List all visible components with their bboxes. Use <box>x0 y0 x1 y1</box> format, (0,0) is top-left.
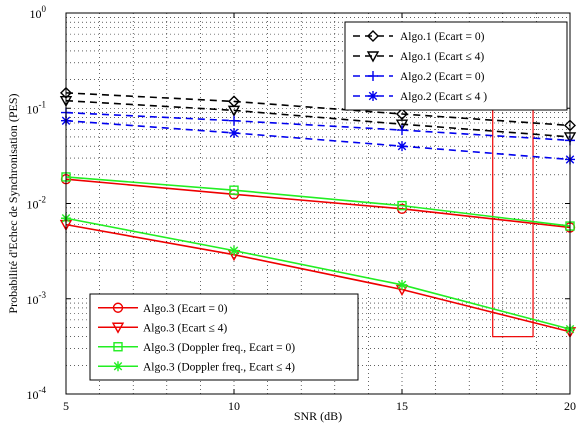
data-point <box>396 108 408 121</box>
data-point <box>397 279 407 290</box>
legend-bottom-left: Algo.3 (Ecart = 0) Algo.3 (Ecart ≤ 4) Algo… <box>89 293 359 381</box>
x-tick-label: 20 <box>564 399 576 413</box>
data-point <box>395 119 409 131</box>
series-line <box>65 92 571 127</box>
legend-label: Algo.2 (Ecart ≤ 4 ) <box>400 91 487 103</box>
y-tick-label: 10-3 <box>27 290 47 307</box>
legend-marker <box>111 322 125 334</box>
series-line <box>65 176 571 227</box>
legend-marker <box>367 30 379 42</box>
y-tick-label: 10-2 <box>27 195 47 212</box>
legend-marker <box>366 51 380 63</box>
legend-label: Algo.1 (Ecart = 0) <box>400 31 485 43</box>
legend-entry: Algo.3 (Doppler freq., Ecart = 0) <box>98 342 295 354</box>
legend-top-right: Algo.1 (Ecart = 0) Algo.1 (Ecart ≤ 4) Algo… <box>344 21 568 111</box>
legend-marker <box>368 71 378 81</box>
series-line <box>65 217 571 330</box>
data-point <box>397 125 407 136</box>
legend-entry: Algo.2 (Ecart = 0) <box>353 71 485 83</box>
series-line <box>65 99 571 138</box>
legend-marker <box>113 342 123 352</box>
legend-marker <box>368 91 378 101</box>
x-tick-label: 15 <box>396 399 408 413</box>
legend-label: Algo.3 (Doppler freq., Ecart ≤ 4) <box>143 361 295 373</box>
legend-entry: Algo.1 (Ecart ≤ 4) <box>353 51 484 63</box>
series-line <box>65 111 571 142</box>
series-8 <box>61 213 575 335</box>
y-tick-label: 10-4 <box>27 385 47 402</box>
data-point <box>229 127 239 138</box>
legend-entry: Algo.1 (Ecart = 0) <box>353 30 485 43</box>
legend-entry: Algo.3 (Ecart = 0) <box>98 302 228 315</box>
legend-marker <box>113 361 123 372</box>
data-point <box>397 200 407 211</box>
data-point <box>229 115 239 126</box>
data-point <box>227 105 241 117</box>
y-tick-label: 100 <box>30 4 47 21</box>
legend-label: Algo.1 (Ecart ≤ 4) <box>400 51 484 63</box>
legend-label: Algo.3 (Doppler freq., Ecart = 0) <box>143 342 295 354</box>
legend-label: Algo.3 (Ecart = 0) <box>143 303 228 315</box>
legend-entry: Algo.3 (Doppler freq., Ecart ≤ 4) <box>98 361 295 373</box>
x-tick-label: 5 <box>63 399 69 413</box>
x-axis-label: SNR (dB) <box>294 409 342 423</box>
data-point <box>397 141 407 152</box>
y-axis-label: Probabilité d'Echec de Synchronisation (… <box>6 93 20 313</box>
series-line <box>65 223 571 333</box>
data-point <box>229 245 239 256</box>
legend-label: Algo.2 (Ecart = 0) <box>400 71 485 83</box>
x-tick-label: 10 <box>228 399 240 413</box>
legend-marker <box>112 302 124 313</box>
series-layer <box>59 86 577 339</box>
series-line <box>65 178 571 229</box>
legend-entry: Algo.2 (Ecart ≤ 4 ) <box>353 91 487 103</box>
legend-label: Algo.3 (Ecart ≤ 4) <box>143 322 227 334</box>
axis-ticks: 5 10 15 20 10-4 10-3 10-2 10-1 100 <box>27 4 577 413</box>
series-line <box>65 119 571 161</box>
y-tick-label: 10-1 <box>27 99 47 116</box>
data-point <box>229 185 239 195</box>
legend-entry: Algo.3 (Ecart ≤ 4) <box>98 322 227 334</box>
